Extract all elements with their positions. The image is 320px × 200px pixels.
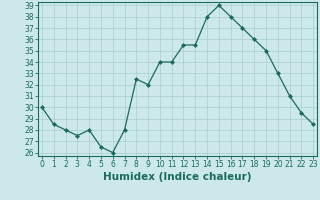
X-axis label: Humidex (Indice chaleur): Humidex (Indice chaleur): [103, 172, 252, 182]
